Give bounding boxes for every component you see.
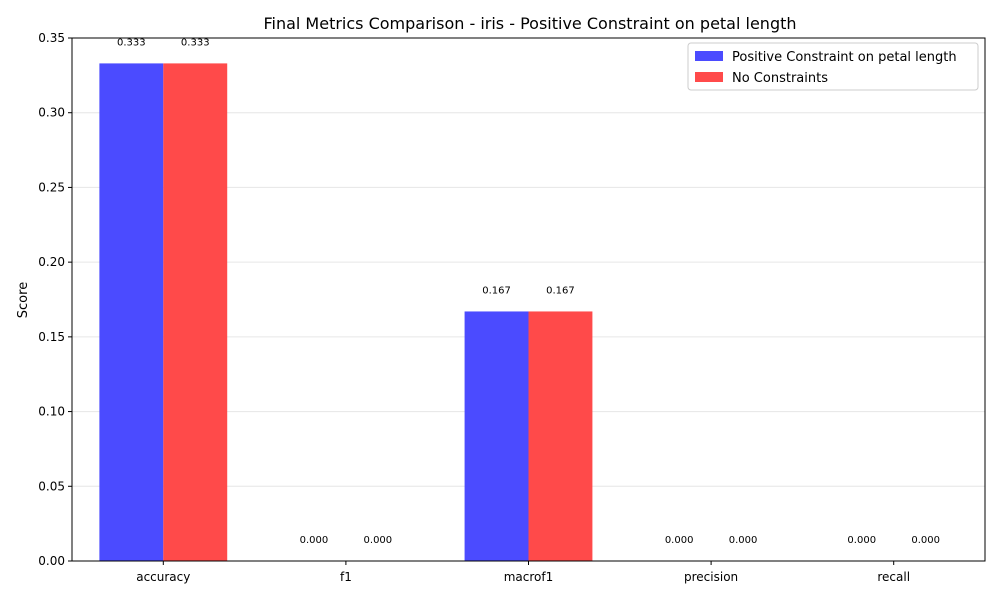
bar-positive-constraint-macrof1 xyxy=(464,311,529,561)
value-label: 0.000 xyxy=(911,535,940,546)
x-axis: accuracy f1 macrof1 precision recall xyxy=(136,561,910,584)
value-label: 0.000 xyxy=(729,535,758,546)
bars xyxy=(99,63,593,561)
value-label: 0.333 xyxy=(117,37,146,48)
value-label: 0.000 xyxy=(364,535,393,546)
bar-no-constraints-macrof1 xyxy=(528,311,593,561)
y-tick-label: 0.05 xyxy=(38,479,65,493)
value-label: 0.000 xyxy=(300,535,329,546)
legend-label-no-constraints: No Constraints xyxy=(732,71,828,86)
legend-swatch-positive-constraint xyxy=(695,51,723,61)
y-tick-label: 0.15 xyxy=(38,330,65,344)
y-tick-label: 0.10 xyxy=(38,405,65,419)
x-tick-label: precision xyxy=(684,570,738,584)
y-tick-label: 0.35 xyxy=(38,31,65,45)
x-tick-label: accuracy xyxy=(136,570,190,584)
x-tick-label: f1 xyxy=(340,570,352,584)
bar-positive-constraint-accuracy xyxy=(99,63,164,561)
chart-title: Final Metrics Comparison - iris - Positi… xyxy=(263,14,796,33)
x-tick-label: recall xyxy=(877,570,910,584)
y-axis-title: Score xyxy=(16,282,31,318)
legend: Positive Constraint on petal length No C… xyxy=(687,42,979,91)
y-tick-label: 0.20 xyxy=(38,255,65,269)
value-labels: 0.333 0.333 0.000 0.000 0.167 0.167 0.000 0.000… xyxy=(117,37,940,546)
legend-swatch-no-constraints xyxy=(695,72,723,82)
bar-no-constraints-accuracy xyxy=(163,63,228,561)
value-label: 0.000 xyxy=(847,535,876,546)
value-label: 0.167 xyxy=(482,285,511,296)
value-label: 0.000 xyxy=(665,535,694,546)
legend-label-positive-constraint: Positive Constraint on petal length xyxy=(732,50,957,65)
y-tick-label: 0.25 xyxy=(38,180,65,194)
value-label: 0.333 xyxy=(181,37,210,48)
x-tick-label: macrof1 xyxy=(504,570,554,584)
y-axis: 0.00 0.05 0.10 0.15 0.20 0.25 0.30 0.35 xyxy=(38,31,72,568)
y-tick-label: 0.00 xyxy=(38,554,65,568)
value-label: 0.167 xyxy=(546,285,575,296)
legend-box xyxy=(687,42,979,91)
y-tick-label: 0.30 xyxy=(38,106,65,120)
